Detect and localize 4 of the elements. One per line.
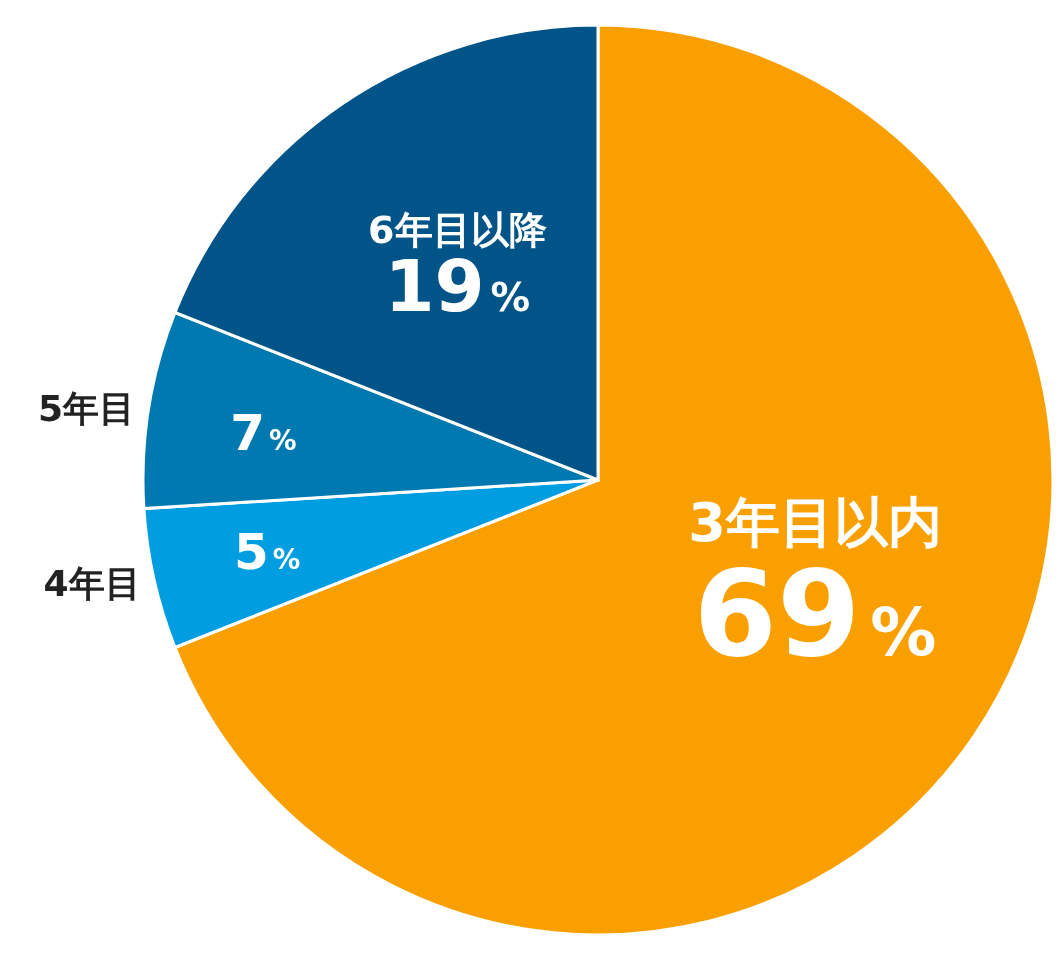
slice-label: 4年目 (43, 563, 141, 605)
data-label: 7% (230, 404, 297, 463)
slice-label: 5年目 (38, 387, 136, 429)
data-label: 5% (233, 523, 301, 582)
